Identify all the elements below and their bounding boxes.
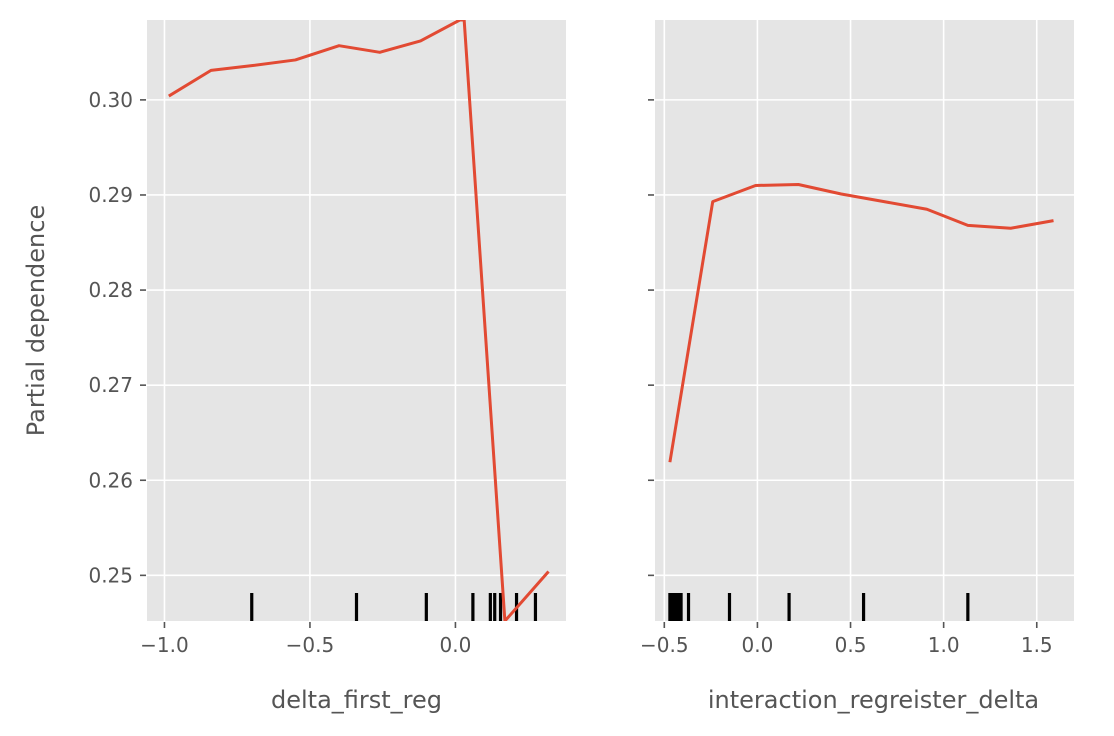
y-tick-label: 0.27 xyxy=(88,373,133,397)
x-axis-label: interaction_regreister_delta xyxy=(708,686,1039,714)
y-tick-label: 0.25 xyxy=(88,563,133,587)
data-layer xyxy=(668,183,1054,621)
panel-1: 0.25 0.26 0.27 0.28 0.29 0.30 −1.0 −0.5 0.0 delta… xyxy=(22,20,566,714)
x-axis-label: delta_first_reg xyxy=(271,686,442,714)
y-tick-label: 0.29 xyxy=(88,183,133,207)
x-tick-label: −0.5 xyxy=(640,633,689,657)
panel-2: −0.5 0.0 0.5 1.0 1.5 interaction_regreister_d… xyxy=(640,20,1074,714)
x-tick-label: −0.5 xyxy=(286,633,335,657)
x-tick-label: −1.0 xyxy=(140,633,189,657)
x-tick-label: 0.0 xyxy=(742,633,774,657)
plot-background xyxy=(147,20,566,621)
pd-line xyxy=(168,20,550,621)
pd-line xyxy=(668,183,1054,463)
plot-background xyxy=(655,20,1074,621)
x-tick-label: 1.5 xyxy=(1021,633,1053,657)
y-tick-label: 0.30 xyxy=(88,88,133,112)
x-tick-label: 0.5 xyxy=(835,633,867,657)
x-tick-label: 1.0 xyxy=(928,633,960,657)
data-layer xyxy=(168,20,550,621)
y-tick-label: 0.26 xyxy=(88,468,133,492)
y-axis-label: Partial dependence xyxy=(22,205,50,436)
x-tick-label: 0.0 xyxy=(440,633,472,657)
y-tick-label: 0.28 xyxy=(88,278,133,302)
